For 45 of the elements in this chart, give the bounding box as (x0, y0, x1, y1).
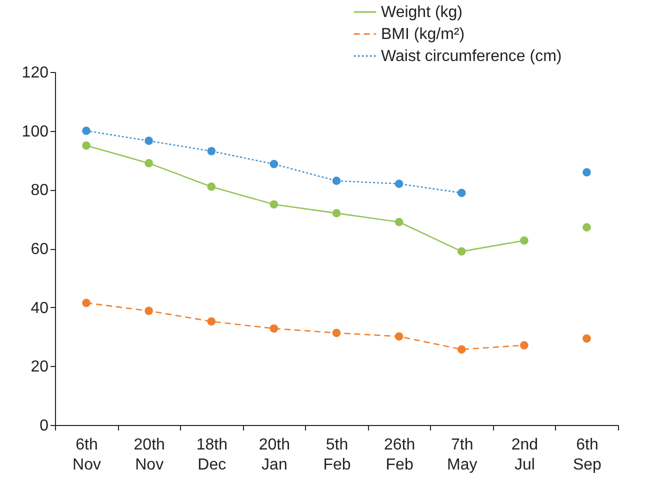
point (82, 141, 90, 150)
point (457, 188, 466, 198)
point (82, 298, 90, 308)
point (82, 126, 90, 136)
point (582, 334, 591, 343)
legend-label: BMI (kg/m²) (381, 26, 465, 43)
point (207, 182, 216, 191)
point (520, 236, 528, 245)
x-tick-label: 20th Nov (134, 436, 165, 474)
point (520, 341, 528, 350)
point (394, 180, 404, 188)
point (144, 159, 154, 168)
point (394, 218, 404, 226)
y-tick-label: 40 (30, 300, 49, 317)
x-tick-label: 5th Feb (323, 436, 351, 474)
x-tick-label: 20th Jan (258, 436, 290, 474)
point (270, 200, 278, 209)
x-tick-label: 6th Sep (572, 436, 602, 474)
x-tick-label: 7th May (446, 436, 478, 474)
point (332, 176, 341, 186)
point (270, 160, 278, 168)
y-tick-label: 0 (40, 418, 49, 434)
point (457, 345, 466, 354)
x-tick-label: 18th Dec (196, 436, 228, 474)
point (270, 324, 278, 333)
point (457, 247, 466, 256)
x-tick-label: 6th Nov (72, 436, 102, 474)
x-tick-label: 26th Feb (384, 436, 416, 474)
y-tick-label: 80 (30, 182, 49, 200)
point (144, 306, 154, 316)
point (582, 168, 591, 176)
point (144, 136, 154, 146)
y-tick-label: 100 (22, 123, 49, 140)
y-tick-label: 120 (22, 64, 49, 82)
y-tick-label: 20 (30, 358, 49, 376)
x-tick-label: 2nd Jul (511, 436, 538, 474)
point (394, 332, 404, 341)
point (207, 317, 216, 326)
legend-label: Waist circumference (cm) (381, 48, 562, 65)
point (207, 146, 216, 156)
legend-label: Weight (kg) (381, 4, 463, 21)
y-tick-label: 60 (30, 241, 49, 258)
point (582, 223, 591, 232)
point (332, 328, 341, 338)
point (332, 209, 341, 218)
